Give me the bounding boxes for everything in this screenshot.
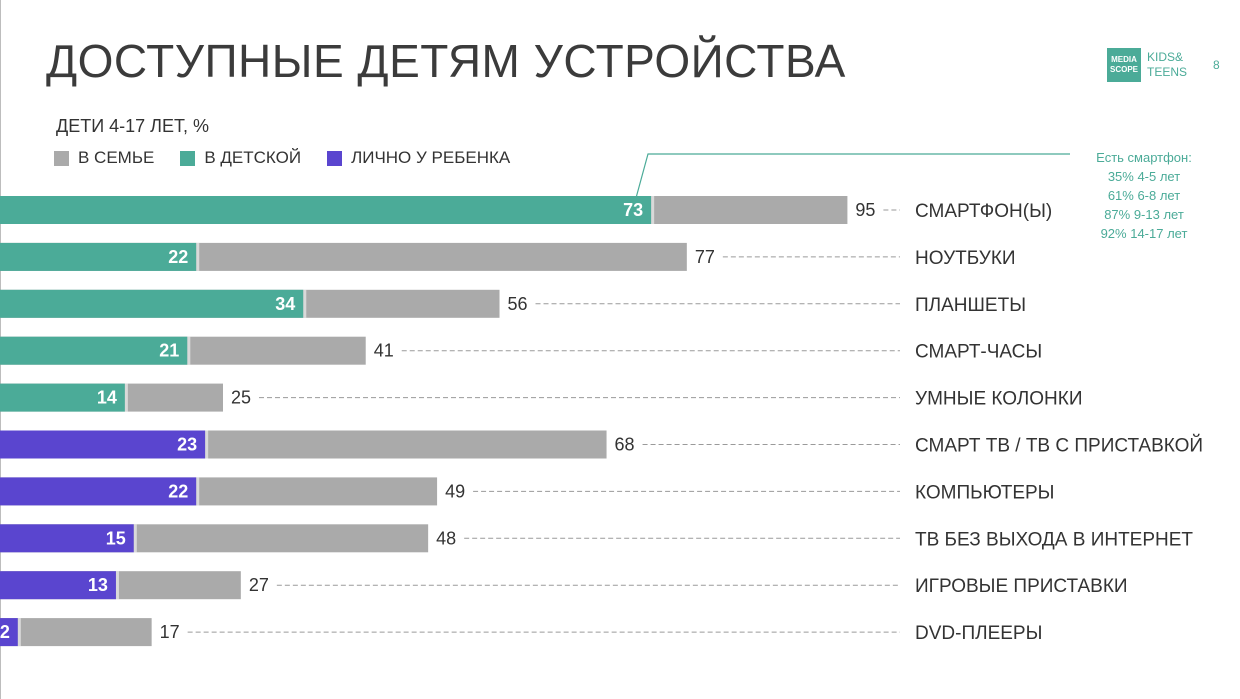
category-label: ПЛАНШЕТЫ	[915, 295, 1026, 316]
category-label: СМАРТ ТВ / ТВ С ПРИСТАВКОЙ	[915, 435, 1203, 457]
inner-value-label: 73	[623, 200, 643, 220]
family-value-label: 77	[695, 247, 715, 267]
legend-label-personal: ЛИЧНО У РЕБЕНКА	[351, 148, 511, 167]
logo-line-2: SCOPE	[1109, 65, 1138, 74]
family-value-label: 68	[615, 435, 635, 455]
category-label: ИГРОВЫЕ ПРИСТАВКИ	[915, 576, 1128, 597]
bar-separator	[187, 336, 191, 365]
family-value-label: 48	[436, 528, 456, 548]
note-line: 35% 4-5 лет	[1107, 169, 1181, 184]
category-label: СМАРТФОН(Ы)	[915, 201, 1052, 222]
bar-separator	[17, 618, 21, 647]
family-value-label: 25	[231, 388, 251, 408]
legend-swatch-personal	[327, 150, 343, 166]
inner-value-label: 22	[168, 481, 188, 501]
legend-label-nursery: В ДЕТСКОЙ	[204, 148, 302, 167]
inner-value-label: 2	[0, 622, 10, 642]
logo-kids: KIDS&	[1147, 50, 1184, 64]
note-line: 61% 6-8 лет	[1107, 188, 1181, 203]
kids-teens-logo: KIDS& TEENS	[1147, 50, 1187, 80]
inner-value-label: 14	[97, 388, 117, 408]
bar-personal	[0, 571, 116, 600]
logo-teens: TEENS	[1147, 65, 1188, 79]
page-number: 8	[1213, 58, 1220, 72]
category-label: УМНЫЕ КОЛОНКИ	[915, 389, 1083, 410]
bar-separator	[303, 289, 307, 318]
bar-personal	[0, 430, 206, 459]
inner-value-label: 21	[159, 341, 179, 361]
page-title: ДОСТУПНЫЕ ДЕТЯМ УСТРОЙСТВА	[46, 35, 846, 87]
note-title: Есть смартфон:	[1096, 150, 1192, 165]
smartphone-note: Есть смартфон: 35% 4-5 лет 61% 6-8 лет 8…	[1070, 148, 1218, 243]
inner-value-label: 15	[106, 528, 126, 548]
family-value-label: 41	[374, 341, 394, 361]
category-label: ТВ БЕЗ ВЫХОДА В ИНТЕРНЕТ	[915, 529, 1193, 550]
family-value-label: 56	[508, 294, 528, 314]
bar-nursery	[0, 289, 304, 318]
bar-separator	[205, 430, 209, 459]
bar-personal	[0, 618, 18, 647]
bar-personal	[0, 524, 134, 553]
bar-separator	[124, 383, 128, 412]
inner-value-label: 34	[275, 294, 295, 314]
family-value-label: 17	[160, 622, 180, 642]
bar-separator	[196, 242, 200, 271]
category-label: СМАРТ-ЧАСЫ	[915, 342, 1042, 363]
category-label: НОУТБУКИ	[915, 248, 1016, 269]
logo-line-1: MEDIA	[1111, 55, 1137, 64]
chart-subtitle: ДЕТИ 4-17 ЛЕТ, %	[56, 116, 209, 136]
legend-swatch-family	[54, 150, 69, 166]
bar-separator	[196, 477, 200, 506]
inner-value-label: 22	[168, 247, 188, 267]
bar-separator	[133, 524, 137, 553]
bar-family	[0, 618, 152, 647]
inner-value-label: 23	[177, 435, 197, 455]
bar-separator	[115, 571, 119, 600]
legend-swatch-nursery	[180, 150, 196, 166]
bar-nursery	[0, 196, 652, 224]
bar-nursery	[0, 336, 188, 365]
legend-item-personal: ЛИЧНО У РЕБЕНКА	[327, 148, 510, 168]
category-label: КОМПЬЮТЕРЫ	[915, 482, 1055, 503]
family-value-label: 27	[249, 575, 269, 595]
bar-personal	[0, 477, 197, 506]
category-label: DVD-ПЛЕЕРЫ	[915, 623, 1042, 644]
legend-item-family: В СЕМЬЕ	[54, 148, 154, 168]
note-connector-line	[635, 153, 1070, 199]
legend-label-family: В СЕМЬЕ	[78, 148, 155, 167]
family-value-label: 49	[445, 481, 465, 501]
bar-separator	[651, 196, 655, 224]
mediascope-logo: MEDIA SCOPE	[1107, 48, 1141, 82]
bar-nursery	[0, 242, 197, 271]
chart-legend: В СЕМЬЕ В ДЕТСКОЙ ЛИЧНО У РЕБЕНКА	[54, 148, 536, 168]
legend-item-nursery: В ДЕТСКОЙ	[180, 148, 301, 168]
bar-nursery	[0, 383, 125, 412]
note-line: 92% 14-17 лет	[1100, 226, 1188, 241]
note-line: 87% 9-13 лет	[1104, 207, 1184, 222]
inner-value-label: 13	[88, 575, 108, 595]
family-value-label: 95	[855, 200, 875, 220]
